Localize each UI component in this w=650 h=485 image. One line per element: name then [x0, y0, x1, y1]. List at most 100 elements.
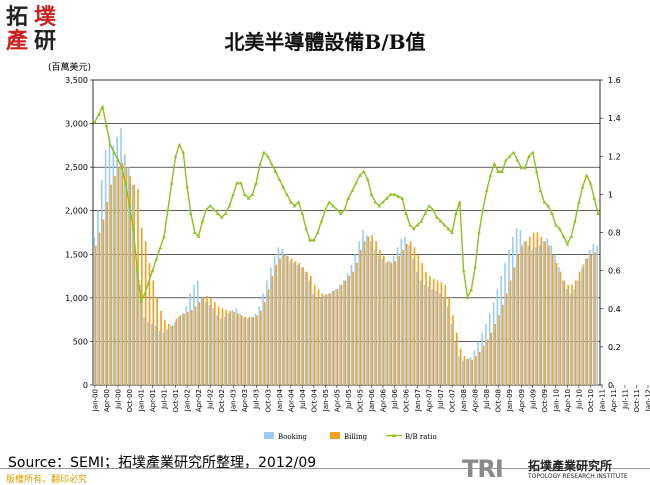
billing-bar [540, 236, 543, 385]
x-tick-label: Jul-09 [529, 389, 537, 410]
y-tick-label: 1,000 [65, 294, 88, 303]
billing-bar [548, 245, 550, 385]
bb-ratio-point [304, 226, 308, 231]
billing-bar [379, 249, 381, 385]
billing-bar [444, 284, 447, 385]
legend-label-booking: Booking [278, 433, 308, 441]
bb-ratio-point [419, 219, 424, 223]
billing-bar [348, 276, 351, 385]
bb-ratio-point [377, 204, 381, 208]
booking-bar [200, 297, 203, 385]
booking-bar [296, 264, 299, 385]
billing-bar [256, 315, 258, 385]
billing-bar [275, 264, 278, 385]
booking-bar [477, 341, 480, 385]
logo-char: 產 [6, 28, 29, 54]
billing-bar [171, 325, 174, 385]
billing-bar [371, 235, 374, 385]
billing-bar [106, 202, 109, 385]
bb-ratio-point [231, 192, 235, 196]
billing-bar [252, 317, 255, 385]
billing-bar [164, 319, 166, 385]
billing-bar [333, 290, 335, 385]
billing-bar [352, 271, 354, 385]
x-tick-label: Jul-01 [161, 389, 169, 410]
y2-tick-label: 1.4 [608, 114, 621, 123]
billing-bar [367, 236, 370, 385]
legend-marker-ratio [392, 433, 396, 437]
bb-ratio-point [289, 200, 293, 204]
bb-ratio-point [315, 230, 320, 234]
bb-ratio-point [346, 196, 351, 200]
billing-bar [290, 258, 293, 385]
booking-bar [408, 245, 410, 385]
billing-bar [486, 339, 489, 385]
booking-bar [508, 249, 510, 385]
billing-bar [402, 249, 404, 385]
booking-bar [504, 263, 506, 385]
bb-ratio-point [154, 257, 159, 261]
billing-bar [498, 315, 500, 385]
bb-ratio-point [408, 223, 412, 227]
bb-ratio-point [158, 245, 163, 250]
billing-bar [417, 254, 420, 385]
booking-bar [193, 284, 195, 385]
y-tick-label: 3,000 [65, 120, 88, 129]
billing-bar [179, 315, 182, 385]
billing-bar [382, 256, 385, 385]
bb-ratio-point [577, 200, 581, 204]
bb-ratio-point [511, 150, 516, 154]
x-tick-label: Apr-03 [241, 389, 249, 412]
billing-bar [467, 358, 470, 385]
bb-ratio-point [350, 188, 355, 193]
booking-bar [143, 317, 145, 385]
bb-ratio-point [223, 211, 228, 215]
bb-ratio-point [292, 204, 297, 208]
page-title: 北美半導體設備B/B值 [224, 30, 426, 54]
billing-bar [217, 306, 220, 385]
x-tick-label: Oct-07 [449, 389, 457, 413]
x-tick-label: Jul-06 [391, 388, 399, 409]
x-tick-label: Jan-05 [322, 389, 330, 412]
billing-bar [279, 258, 281, 385]
y2-tick-label: 0.8 [608, 229, 621, 238]
x-tick-label: Jan-08 [460, 389, 468, 412]
billing-bar [440, 282, 443, 385]
x-tick-label: Jul-02 [207, 389, 215, 410]
bb-ratio-point [358, 173, 362, 177]
booking-bar [93, 236, 95, 385]
booking-bar [511, 236, 514, 385]
billing-bar [448, 297, 450, 385]
x-tick-label: Apr-11 [610, 389, 618, 412]
x-tick-label: Jan-02 [184, 389, 192, 412]
bb-ratio-point [135, 268, 139, 273]
booking-bar [581, 267, 583, 385]
billing-bar [421, 263, 424, 385]
booking-bar [435, 290, 437, 385]
booking-bar [500, 276, 503, 385]
brand-en: TOPOLOGY RESEARCH INSTITUTE [528, 473, 628, 480]
billing-bar [356, 263, 358, 385]
billing-bar [594, 252, 596, 385]
booking-bar [185, 306, 188, 385]
billing-bar [517, 254, 520, 385]
billing-bar [225, 310, 228, 385]
x-tick-label: Jan-10 [552, 389, 560, 412]
bb-ratio-point [369, 192, 374, 196]
bb-ratio-point [481, 207, 485, 212]
brand-logo: 拓 墣 產 研 [4, 4, 64, 54]
bb-ratio-point [523, 165, 527, 170]
billing-bar [221, 308, 224, 385]
billing-bar [336, 289, 339, 385]
booking-bar [308, 280, 311, 385]
booking-bar [339, 284, 341, 385]
source-note: Source：SEMI；拓墣產業研究所整理，2012/09 [8, 455, 317, 471]
booking-bar [139, 284, 142, 385]
bb-ratio-point [254, 181, 259, 185]
bb-ratio-point [381, 200, 385, 204]
bb-ratio-point [335, 207, 339, 212]
billing-bar [210, 297, 212, 385]
booking-bar [462, 360, 464, 385]
x-tick-label: Jul-00 [114, 389, 122, 410]
billing-bar [110, 184, 112, 385]
